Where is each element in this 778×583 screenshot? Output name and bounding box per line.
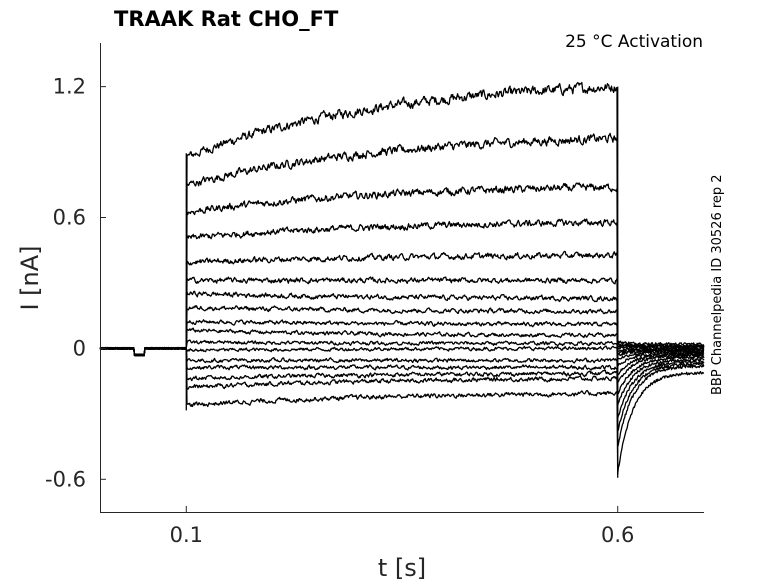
y-tick-label: 1.2	[53, 75, 86, 99]
current-trace-1	[99, 81, 704, 357]
x-axis-label: t [s]	[378, 554, 426, 582]
y-tick-label: 0.6	[53, 206, 86, 230]
y-axis-label: I [nA]	[16, 245, 44, 310]
current-trace-16	[99, 346, 705, 448]
current-trace-7	[99, 290, 705, 357]
ticks-group: 0.1 0.6 1.2 0.6 0 -0.6	[45, 75, 634, 547]
condition-annotation: 25 °C Activation	[565, 32, 703, 52]
chart-title: TRAAK Rat CHO_FT	[114, 7, 339, 31]
y-tick-label: 0	[73, 336, 86, 360]
current-trace-10	[99, 327, 705, 376]
current-trace-15	[100, 346, 705, 432]
source-label: BBP Channelpedia ID 30526 rep 2	[710, 174, 725, 395]
current-trace-5	[99, 250, 705, 357]
current-trace-4	[99, 218, 705, 357]
current-trace-13	[99, 346, 705, 406]
x-tick-label: 0.6	[601, 523, 634, 547]
current-trace-12	[99, 345, 705, 395]
current-trace-14	[99, 346, 705, 419]
current-trace-8	[99, 305, 705, 361]
current-trace-3	[99, 182, 705, 357]
current-trace-6	[99, 276, 705, 357]
current-trace-17	[99, 346, 705, 475]
traces-group	[99, 81, 705, 478]
y-tick-label: -0.6	[45, 467, 86, 491]
x-tick-label: 0.1	[170, 523, 203, 547]
current-trace-9	[99, 319, 705, 368]
current-trace-2	[99, 132, 705, 357]
current-trace-11	[99, 339, 705, 383]
